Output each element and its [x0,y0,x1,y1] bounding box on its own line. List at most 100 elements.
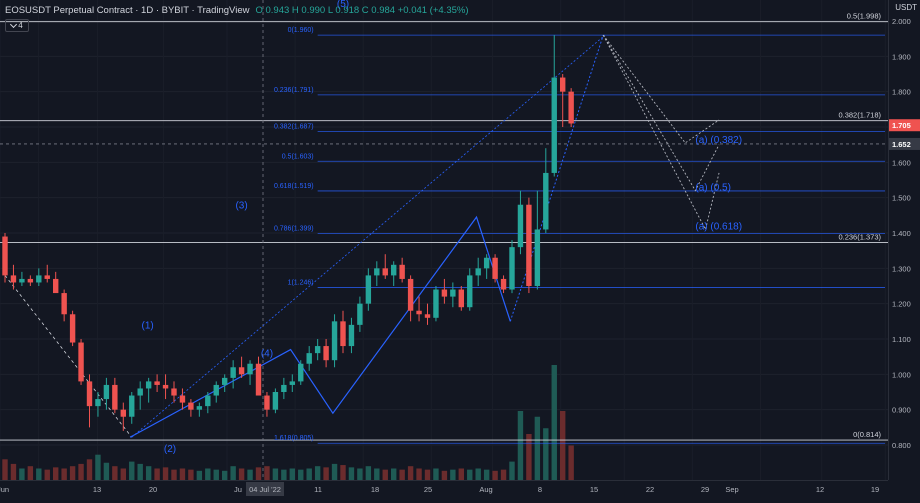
volume-bar [517,411,524,480]
candle-body [407,278,414,311]
candle-body [19,278,25,283]
volume-bar [69,466,76,480]
volume-bar [205,468,211,480]
price-chart[interactable]: 0.5(1.998) 0.382(1.718) 0.236(1.373) 0(0.81… [0,0,888,480]
volume-bar [340,465,346,480]
candle-body [171,388,177,396]
price-axis[interactable]: USDT 2.0001.9001.8001.7001.6001.5001.400… [888,0,920,480]
time-tick-label: Jun [0,485,9,494]
candle-body [188,402,194,410]
volume-bar [112,466,118,480]
price-tick-label: 1.900 [892,52,911,61]
volume-bar [281,469,287,480]
wave-label: (2) [164,444,176,455]
fib-extension-label: 1.618(0.805) [274,435,314,442]
price-tick-label: 1.400 [892,229,911,238]
volume-bar [196,470,203,480]
candle-body [374,268,380,276]
wave-label: (1) [142,320,154,331]
indicators-count: 4 [18,21,23,30]
candle-body [137,388,143,396]
candle-body [382,268,388,276]
volume-bar [238,468,245,480]
candle-body [230,367,236,378]
indicators-collapse-button[interactable]: 4 [5,19,29,32]
volume-bar [357,468,363,480]
candle-body [475,268,481,276]
candle-body [247,363,253,375]
volume-bar [247,469,253,480]
currency-label: USDT [895,3,917,12]
candle-body [483,257,490,269]
time-axis[interactable]: Jun 13 20 Ju 04 Jul '22 11 18 25 Aug 8 15 22 29 Sep 12… [0,480,888,497]
volume-bar [331,463,338,480]
time-tick-label: 04 Jul '22 [249,485,281,494]
abc-scenario-path [602,34,720,192]
time-tick-label: 19 [871,485,879,494]
fib-extension-label: 0.382(1.687) [274,124,314,131]
fib-level-label: 0.236(1.373) [838,233,881,242]
volume-bar [264,466,270,480]
price-tick-label: 1.100 [892,335,911,344]
candle-body [95,399,101,407]
volume-bar [441,470,448,480]
time-tick-label: 25 [424,485,432,494]
scenario-label: (a) (0.5) [695,183,731,194]
volume-bar [53,467,59,480]
candle-body [298,363,304,382]
abc-scenario-path [602,34,720,144]
volume-bar [255,467,262,480]
price-tick-label: 0.800 [892,441,911,450]
elliott-wave-path [129,215,511,438]
volume-bar [424,469,431,480]
scenario-label: (a) (0.618) [695,221,742,232]
candle-body [145,381,152,389]
volume-bar [27,466,34,480]
volume-bar [171,469,177,480]
volume-bar [162,467,169,480]
volume-bar [103,462,110,480]
volume-bar [399,469,405,480]
volume-bar [61,468,67,480]
candle-body [272,392,279,410]
candle-body [179,395,186,403]
candle-body [416,310,422,315]
volume-bar [10,463,17,480]
price-tick-label: 1.200 [892,300,911,309]
wave-label: (3) [235,200,247,211]
candle-body [306,353,312,364]
chart-area[interactable]: 0.5(1.998) 0.382(1.718) 0.236(1.373) 0(0.81… [0,0,888,480]
price-axis-scale: 2.0001.9001.8001.7001.6001.5001.4001.300… [889,17,920,450]
candle-body [129,395,135,417]
abc-scenario-path [602,34,720,231]
volume-bar [382,469,388,480]
candle-body [331,321,338,361]
volume-bar [500,469,507,480]
candle-body [53,278,59,294]
fib-extension-label: 0(1.960) [288,27,314,34]
fib-level-label: 0.382(1.718) [838,111,881,120]
symbol-title[interactable]: EOSUSDT Perpetual Contract · 1D · BYBIT … [5,5,250,16]
volume-bar [458,468,464,480]
time-tick-label: Sep [725,485,738,494]
crosshair-date-marker [246,482,284,496]
volume-bar [129,461,135,480]
candle-body [154,381,160,385]
volume-bar [416,468,422,480]
time-tick-label: 13 [93,485,101,494]
candle-body [348,324,355,347]
candle-body [551,77,557,173]
price-tick-label: 1.600 [892,158,911,167]
candle-body [36,275,42,283]
volume-bar [433,468,439,480]
time-tick-label: 15 [590,485,598,494]
volume-bar [154,468,160,480]
volume-bar [483,469,490,480]
fib-extension-label: 0.236(1.791) [274,87,314,94]
chart-legend: EOSUSDT Perpetual Contract · 1D · BYBIT … [5,5,469,16]
candle-body [314,346,321,354]
candle-body [10,275,17,283]
candle-body [323,346,329,361]
candle-body [543,172,549,230]
candle-body [560,77,566,92]
